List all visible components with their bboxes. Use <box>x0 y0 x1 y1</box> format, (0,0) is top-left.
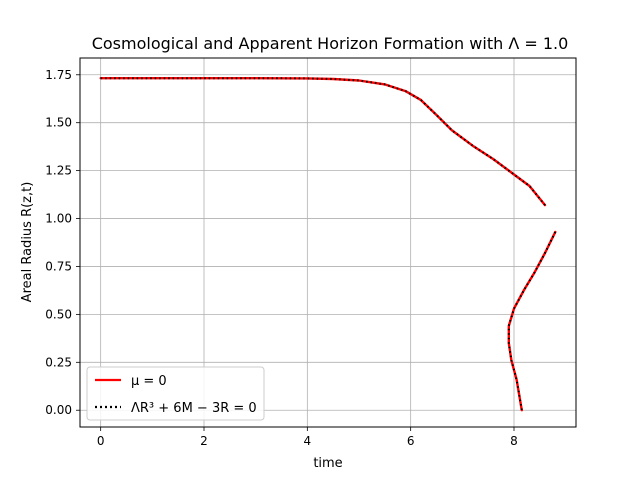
plot-frame <box>79 57 577 428</box>
y-tick-label: 1.00 <box>45 212 72 226</box>
y-tick-label: 1.25 <box>45 164 72 178</box>
plot-series <box>99 77 557 412</box>
series-0-line-0 <box>99 77 547 207</box>
chart-title: Cosmological and Apparent Horizon Format… <box>92 34 569 53</box>
y-tick-label: 1.75 <box>45 68 72 82</box>
x-tick-label: 8 <box>510 434 518 448</box>
x-tick-label: 0 <box>97 434 105 448</box>
y-tick-label: 0.00 <box>45 403 72 417</box>
legend-label-horizon: ΛR³ + 6M − 3R = 0 <box>131 401 257 416</box>
x-axis-label: time <box>313 456 342 471</box>
y-tick-label: 1.50 <box>45 116 72 130</box>
legend-label-mu: μ = 0 <box>131 374 167 389</box>
x-tick-label: 2 <box>200 434 208 448</box>
legend-box <box>86 366 265 421</box>
series-1-line-0 <box>100 77 546 206</box>
x-tick-label: 6 <box>407 434 415 448</box>
y-axis-label: Areal Radius R(z,t) <box>20 182 35 303</box>
series-1-line-1 <box>507 231 557 411</box>
legend: μ = 0 ΛR³ + 6M − 3R = 0 <box>86 366 265 421</box>
x-tick-label: 4 <box>304 434 312 448</box>
y-tick-label: 0.25 <box>45 355 72 369</box>
y-tick-label: 0.75 <box>45 259 72 273</box>
axis-ticks: 0 2 4 6 8 0.00 0.25 0.50 0.75 1.00 1.25 1.50 1.75 <box>45 68 518 448</box>
series-0-line-1 <box>507 230 557 412</box>
y-tick-label: 0.50 <box>45 307 72 321</box>
